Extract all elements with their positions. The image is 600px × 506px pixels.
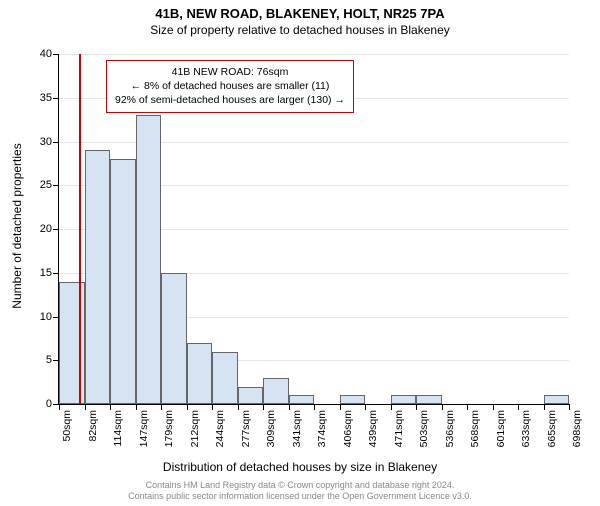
bar (161, 273, 187, 404)
x-tick-label: 147sqm (138, 410, 150, 447)
chart-area: 0510152025303540 50sqm82sqm114sqm147sqm1… (58, 54, 568, 404)
attribution-line2: Contains public sector information licen… (0, 491, 600, 502)
info-box: 41B NEW ROAD: 76sqm ← 8% of detached hou… (106, 60, 354, 113)
y-tick-label: 40 (40, 48, 52, 60)
infobox-line2: ← 8% of detached houses are smaller (11) (115, 79, 345, 93)
bar (110, 159, 136, 404)
x-tick-label: 244sqm (214, 410, 226, 447)
infobox-line1: 41B NEW ROAD: 76sqm (115, 65, 345, 79)
x-tick-label: 277sqm (240, 410, 252, 447)
bar (340, 395, 366, 404)
bar (136, 115, 162, 404)
y-tick-label: 15 (40, 267, 52, 279)
x-tick-label: 82sqm (87, 410, 99, 442)
x-axis-title: Distribution of detached houses by size … (0, 460, 600, 474)
bar (187, 343, 213, 404)
infobox-line3: 92% of semi-detached houses are larger (… (115, 93, 345, 107)
x-tick-label: 439sqm (367, 410, 379, 447)
x-tick-label: 536sqm (444, 410, 456, 447)
bar (289, 395, 315, 404)
y-tick-label: 20 (40, 223, 52, 235)
x-tick-label: 114sqm (112, 410, 124, 447)
x-tick-label: 50sqm (61, 410, 73, 442)
y-tick-label: 25 (40, 179, 52, 191)
x-tick-label: 309sqm (265, 410, 277, 447)
chart-container: 41B, NEW ROAD, BLAKENEY, HOLT, NR25 7PA … (0, 6, 600, 506)
x-tick-label: 179sqm (163, 410, 175, 447)
x-tick-label: 568sqm (469, 410, 481, 447)
chart-title: 41B, NEW ROAD, BLAKENEY, HOLT, NR25 7PA (0, 6, 600, 21)
x-tick-label: 665sqm (546, 410, 558, 447)
attribution: Contains HM Land Registry data © Crown c… (0, 480, 600, 503)
y-tick-label: 5 (46, 354, 52, 366)
bar (212, 352, 238, 405)
bar (238, 387, 264, 405)
y-tick-label: 35 (40, 92, 52, 104)
x-tick-label: 503sqm (418, 410, 430, 447)
bar (544, 395, 570, 404)
y-tick-label: 30 (40, 136, 52, 148)
bar (85, 150, 111, 404)
y-axis-title: Number of detached properties (10, 143, 24, 308)
x-tick-label: 471sqm (393, 410, 405, 447)
bar (263, 378, 289, 404)
bar (391, 395, 417, 404)
attribution-line1: Contains HM Land Registry data © Crown c… (0, 480, 600, 491)
x-tick-label: 633sqm (520, 410, 532, 447)
x-tick-label: 406sqm (342, 410, 354, 447)
x-tick-label: 341sqm (291, 410, 303, 447)
bar (416, 395, 442, 404)
x-tick-label: 374sqm (316, 410, 328, 447)
chart-subtitle: Size of property relative to detached ho… (0, 23, 600, 37)
y-tick-label: 0 (46, 398, 52, 410)
x-tick-label: 212sqm (189, 410, 201, 447)
y-tick-label: 10 (40, 311, 52, 323)
x-tick-label: 601sqm (495, 410, 507, 447)
x-tick-label: 698sqm (571, 410, 583, 447)
